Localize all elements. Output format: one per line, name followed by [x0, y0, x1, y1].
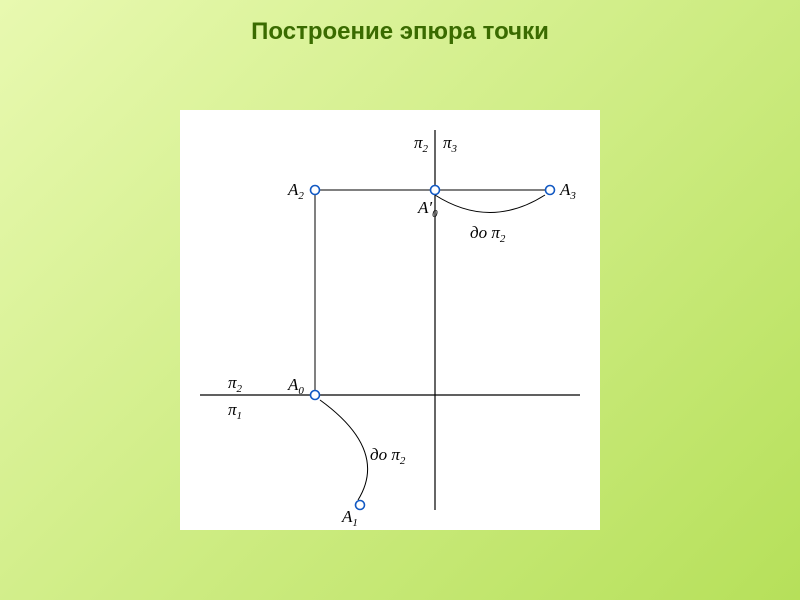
point-A3 [546, 186, 555, 195]
point-A1 [356, 501, 365, 510]
page-title: Построение эпюра точки [0, 18, 800, 46]
point-A0 [311, 391, 320, 400]
diagram-bg [180, 110, 600, 530]
diagram-container: A0A′0A1A2A3π2π3π2π1до π2до π2 [180, 110, 600, 530]
epure-diagram: A0A′0A1A2A3π2π3π2π1до π2до π2 [180, 110, 600, 530]
point-A2 [311, 186, 320, 195]
slide-page: Построение эпюра точки A0A′0A1A2A3π2π3π2… [0, 0, 800, 600]
point-A0p [431, 186, 440, 195]
